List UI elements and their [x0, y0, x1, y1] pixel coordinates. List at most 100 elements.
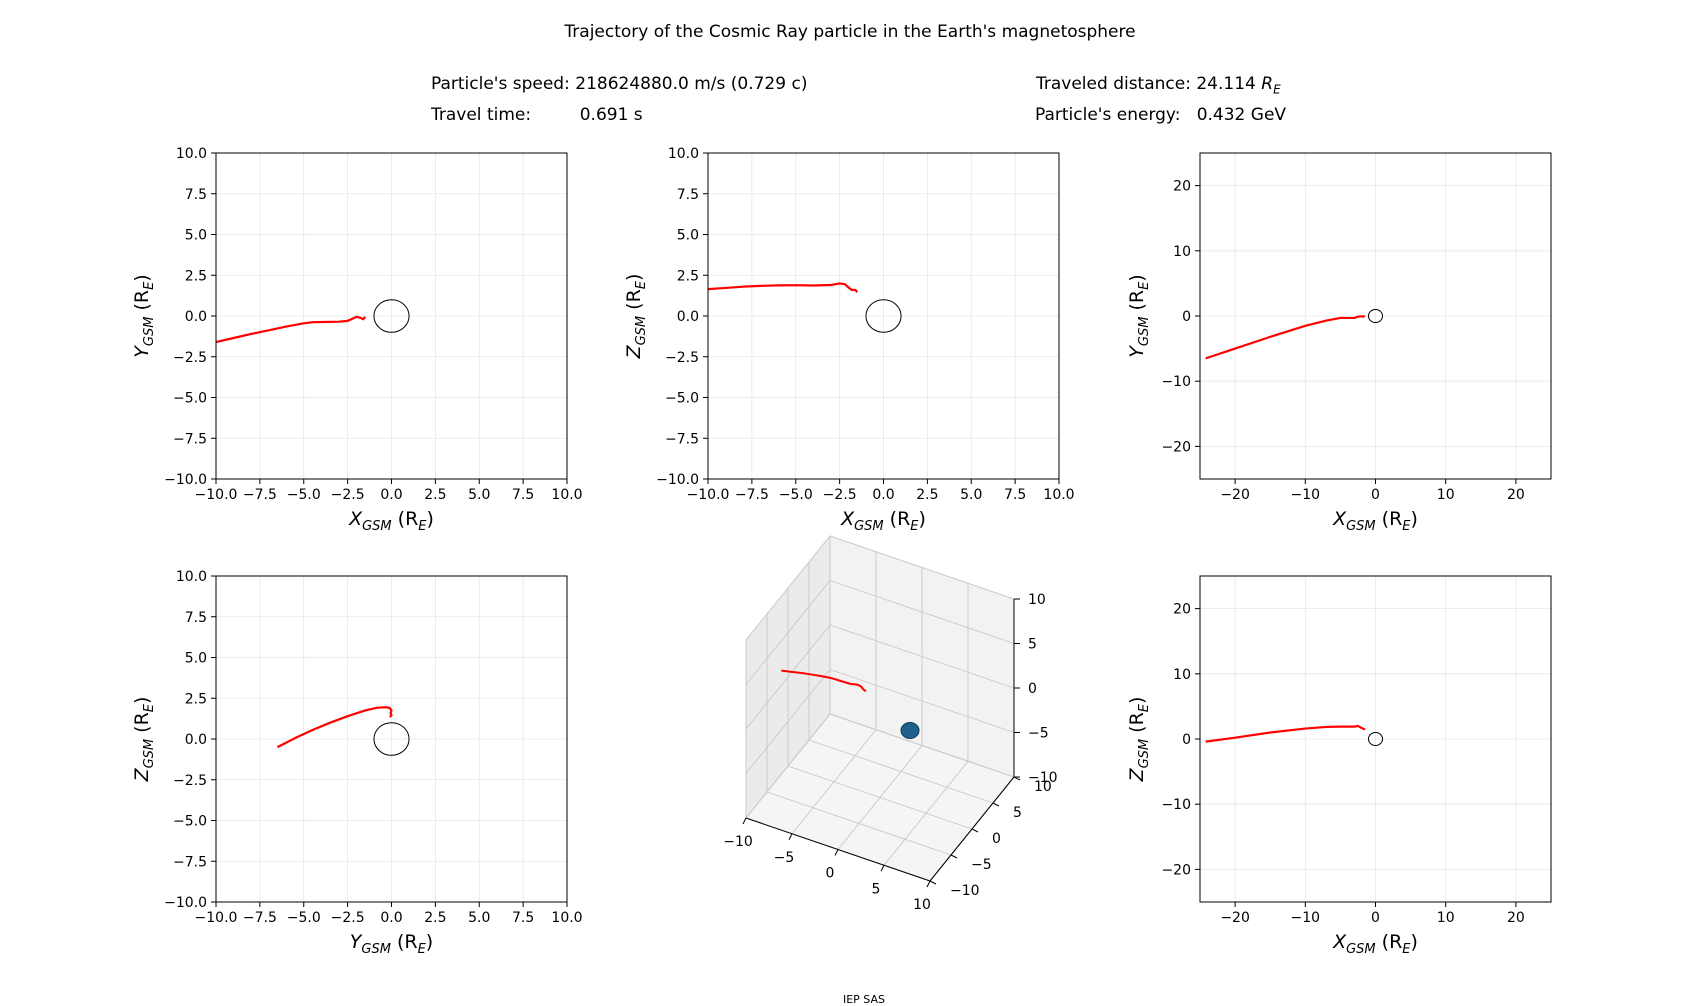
trajectory-line-3d: [781, 669, 867, 693]
distance-label: Traveled distance:: [1036, 74, 1191, 94]
x-axis-label: XGSM (RE): [1332, 508, 1418, 534]
y-tick-3d: [992, 802, 1000, 807]
y-tick-label: 0.0: [185, 732, 207, 748]
x-tick-3d: [742, 817, 747, 825]
z-tick-label-3d: −5: [1028, 726, 1049, 742]
y-tick-label: −5.0: [173, 391, 207, 407]
x-tick-label: −5.0: [287, 487, 321, 503]
grid-3d: [808, 739, 994, 804]
x-tick-label: −2.5: [331, 487, 365, 503]
x-tick-label: −5.0: [287, 910, 321, 926]
grid-3d: [829, 580, 1015, 644]
x-tick-3d: [880, 865, 885, 872]
y-tick-3d: [929, 880, 937, 885]
x-tick-label: 2.5: [424, 910, 446, 926]
y-tick-label: −7.5: [173, 431, 207, 447]
y-tick-label: 10.0: [176, 146, 207, 162]
earth-circle: [373, 299, 410, 333]
x-tick-label: −7.5: [735, 487, 769, 503]
y-tick-label: 2.5: [185, 691, 207, 707]
x-tick-label: 10.0: [1043, 487, 1074, 503]
y-tick-label: −10.0: [656, 472, 699, 488]
y-axis-label: ZGSM (RE): [623, 274, 649, 360]
x-tick-label: −10: [1291, 910, 1321, 926]
y-tick-label: 10.0: [176, 569, 207, 585]
z-tick-label-3d: 10: [1028, 592, 1046, 608]
plot-panel-3: −20 −10 0 10 20 −20 −10 0 10 20 XGSM (RE) YGSM (RE): [1126, 152, 1552, 534]
plot-panel-6: −20 −10 0 10 20 −20 −10 0 10 20 XGSM (RE) ZGSM (RE): [1126, 575, 1552, 957]
energy-label: Particle's energy:: [1035, 105, 1181, 125]
energy-value: 0.432 GeV: [1196, 105, 1287, 125]
y-tick-label-3d: 5: [1013, 805, 1022, 821]
y-tick-3d: [1013, 776, 1021, 781]
x-tick-label: 0.0: [380, 910, 402, 926]
x-tick-label: 5.0: [960, 487, 982, 503]
y-tick-label-3d: −5: [971, 857, 992, 873]
x-tick-label: −10.0: [195, 910, 238, 926]
y-tick-label: −5.0: [173, 814, 207, 830]
y-tick-label-3d: 0: [992, 831, 1001, 847]
x-axis-label: XGSM (RE): [1332, 931, 1418, 957]
x-tick-label: 5.0: [468, 487, 490, 503]
x-tick-label: 0.0: [872, 487, 894, 503]
speed-value: 218624880.0 m/s (0.729 c): [575, 74, 808, 94]
x-tick-label: 20: [1507, 910, 1525, 926]
time-label: Travel time:: [431, 105, 532, 125]
y-tick-label: 0: [1182, 732, 1191, 748]
grid-3d: [883, 760, 969, 866]
y-axis-label: ZGSM (RE): [1126, 697, 1152, 783]
y-axis-label: YGSM (RE): [131, 274, 157, 357]
y-axis-label: YGSM (RE): [1126, 274, 1152, 357]
x-tick-label: 0: [1371, 910, 1380, 926]
y-tick-label: −2.5: [173, 350, 207, 366]
x-tick-3d: [834, 849, 839, 856]
grid-3d: [829, 535, 1015, 600]
time-value: 0.691 s: [579, 105, 643, 125]
x-tick-label: −7.5: [243, 910, 277, 926]
trajectory-line: [1205, 314, 1366, 360]
y-tick-label: −10.0: [164, 895, 207, 911]
x-tick-label: −20: [1220, 910, 1250, 926]
x-tick-label: −10: [1291, 487, 1321, 503]
speed-label: Particle's speed:: [431, 74, 570, 94]
x-tick-label: 10: [1437, 910, 1455, 926]
y-tick-label: 5.0: [185, 651, 207, 667]
distance-value: 24.114: [1196, 74, 1256, 94]
x-tick-label: 10.0: [551, 487, 582, 503]
x-tick-label: 0.0: [380, 487, 402, 503]
x-tick-label: 0: [1371, 487, 1380, 503]
x-tick-label: −20: [1220, 487, 1250, 503]
x-tick-label: 2.5: [916, 487, 938, 503]
x-axis-label: YGSM (RE): [350, 931, 433, 957]
earth-circle: [373, 722, 410, 756]
x-tick-label-3d: 5: [872, 881, 881, 897]
y-tick-label: 5.0: [185, 228, 207, 244]
x-tick-label: −7.5: [243, 487, 277, 503]
grid-3d: [745, 535, 831, 641]
y-tick-label: −2.5: [665, 350, 699, 366]
y-tick-label-3d: 10: [1034, 779, 1052, 795]
trajectory-line: [1205, 724, 1366, 743]
plot-panel-1: −10.0 −7.5 −5.0 −2.5 0.0 2.5 5.0 7.5 10.0 −10.0 −7…: [131, 146, 583, 534]
y-tick-label: −10.0: [164, 472, 207, 488]
distance-info: Traveled distance: 24.114 RE: [1036, 74, 1281, 96]
x-tick-label: −5.0: [779, 487, 813, 503]
earth-circle: [1367, 308, 1384, 324]
distance-unit-sub: E: [1273, 82, 1281, 97]
grid-3d: [829, 713, 1015, 778]
x-axis-label: XGSM (RE): [348, 508, 434, 534]
y-tick-label: −10: [1161, 797, 1191, 813]
y-tick-label: 7.5: [677, 187, 699, 203]
grid-3d: [787, 765, 973, 830]
y-tick-3d: [950, 854, 958, 859]
y-tick-label: −10: [1161, 374, 1191, 390]
grid-3d: [745, 624, 831, 730]
y-tick-label: 0: [1182, 309, 1191, 325]
x-tick-label: 20: [1507, 487, 1525, 503]
y-axis-label: ZGSM (RE): [131, 697, 157, 783]
y-tick-label: 7.5: [185, 610, 207, 626]
x-tick-label-3d: −5: [774, 850, 795, 866]
speed-info: Particle's speed: 218624880.0 m/s (0.729…: [431, 74, 807, 94]
x-tick-label: 10: [1437, 487, 1455, 503]
